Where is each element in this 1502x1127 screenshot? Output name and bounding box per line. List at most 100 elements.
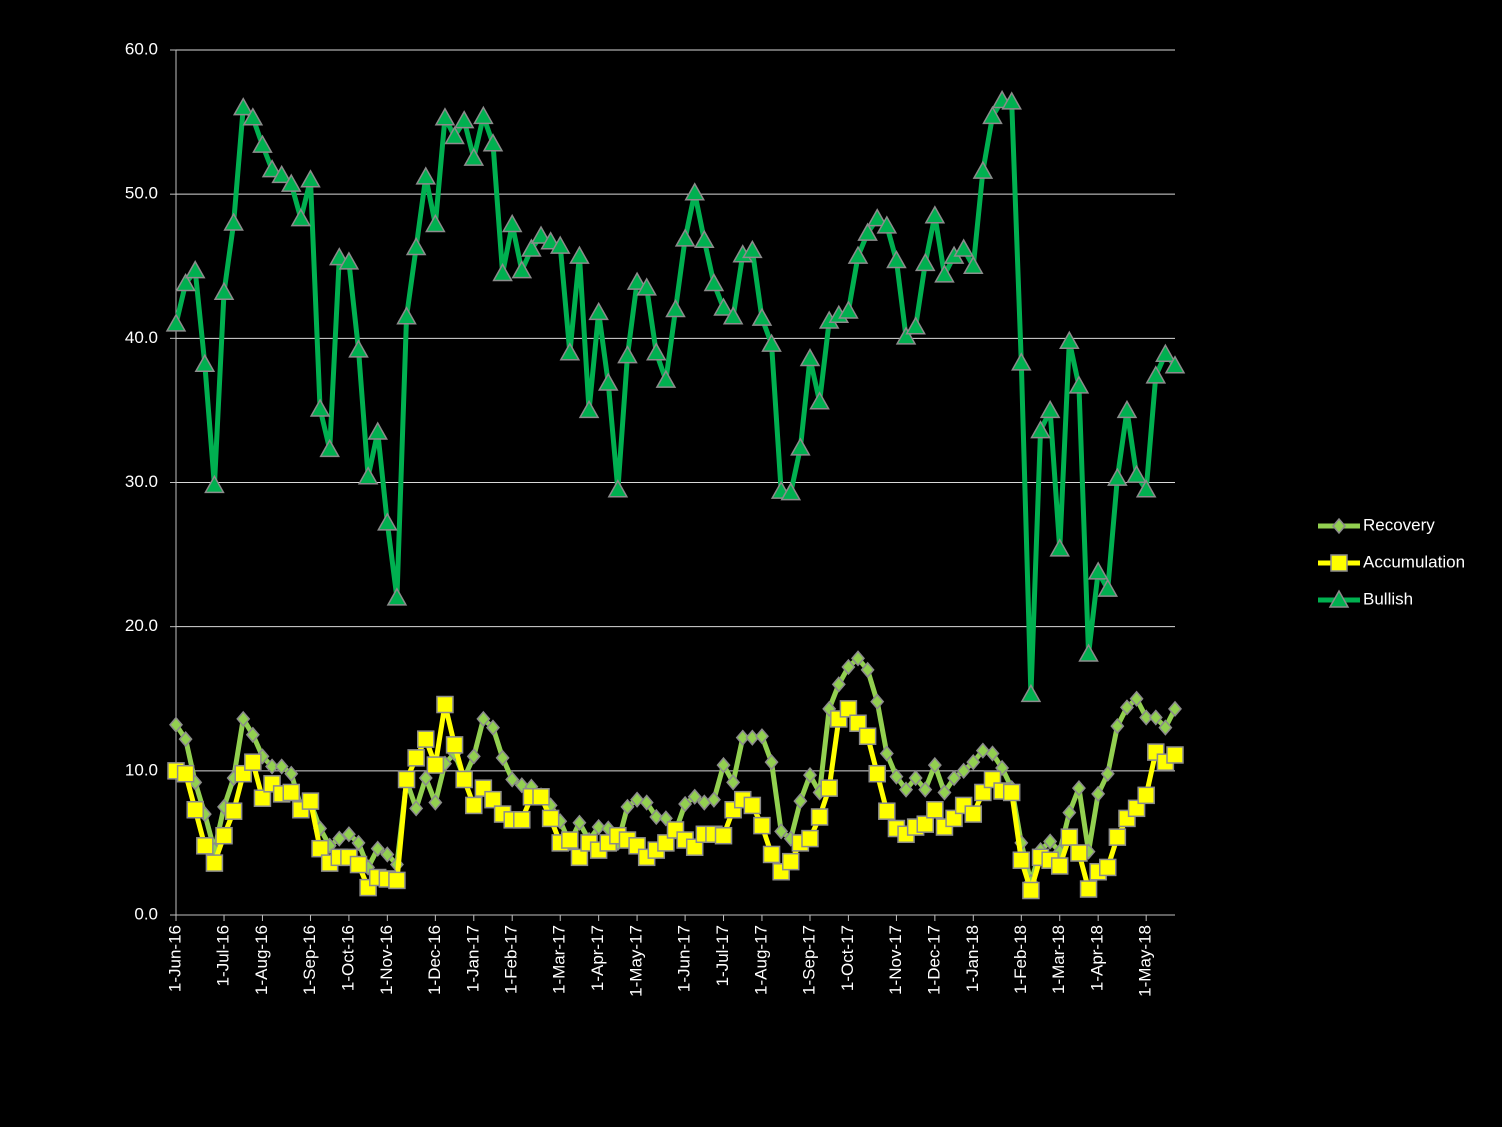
marker [916, 815, 934, 833]
marker [820, 779, 838, 797]
marker [974, 783, 992, 802]
marker [655, 369, 677, 388]
marker [849, 714, 867, 733]
marker [1091, 785, 1106, 803]
marker [253, 789, 272, 807]
marker [473, 105, 494, 125]
y-tick-label: 30.0 [125, 472, 158, 491]
marker [982, 105, 1003, 125]
marker [396, 306, 417, 325]
marker [505, 771, 520, 788]
marker [236, 710, 251, 728]
marker [186, 801, 204, 819]
marker [1127, 799, 1146, 818]
marker [261, 159, 283, 178]
marker [782, 852, 800, 871]
x-tick-label: 1-Dec-17 [924, 925, 943, 995]
x-tick-label: 1-May-17 [627, 925, 646, 997]
y-tick-label: 10.0 [125, 760, 158, 779]
marker [722, 306, 744, 325]
marker [649, 808, 664, 826]
marker [1139, 709, 1154, 726]
marker [444, 125, 465, 145]
x-tick-label: 1-Nov-16 [377, 925, 396, 995]
marker [860, 661, 875, 679]
marker [319, 438, 340, 458]
marker [1011, 352, 1032, 371]
marker [926, 801, 944, 819]
legend-marker [1332, 517, 1346, 535]
marker [858, 727, 877, 745]
marker [513, 811, 531, 829]
marker [290, 208, 312, 227]
y-tick-label: 40.0 [125, 328, 158, 347]
marker [657, 834, 675, 852]
marker [271, 164, 292, 184]
marker [1110, 717, 1125, 735]
marker [895, 326, 917, 345]
marker [764, 754, 779, 771]
marker [743, 796, 762, 815]
marker [1137, 786, 1155, 805]
marker [244, 753, 262, 771]
x-tick-label: 1-Nov-17 [886, 925, 905, 995]
marker [1107, 467, 1128, 486]
marker [338, 251, 360, 270]
marker [388, 871, 406, 890]
marker [703, 273, 725, 292]
x-tick-label: 1-Jul-16 [214, 925, 233, 986]
y-tick-label: 20.0 [125, 616, 158, 635]
marker [380, 846, 395, 863]
marker [626, 271, 648, 290]
marker [857, 222, 878, 241]
marker [966, 754, 981, 771]
marker [1155, 343, 1176, 362]
marker [1012, 851, 1031, 869]
marker [301, 792, 320, 810]
marker [418, 769, 433, 787]
marker [165, 313, 187, 332]
marker [284, 765, 299, 782]
marker [1158, 719, 1173, 736]
marker [377, 512, 398, 531]
marker [204, 474, 225, 494]
marker [453, 110, 475, 129]
marker [311, 839, 329, 858]
marker [591, 818, 606, 836]
x-tick-label: 1-Aug-16 [252, 925, 271, 995]
marker [578, 399, 600, 419]
marker [908, 769, 923, 787]
marker [1116, 399, 1138, 419]
marker [1022, 881, 1040, 900]
marker [205, 854, 224, 872]
marker [620, 798, 635, 816]
marker [685, 838, 704, 856]
marker [1050, 857, 1069, 875]
x-tick-label: 1-Jun-17 [675, 925, 694, 992]
marker [1002, 783, 1021, 802]
marker [530, 225, 552, 244]
marker [937, 784, 952, 801]
marker [486, 719, 500, 736]
marker [357, 466, 379, 485]
marker [445, 736, 464, 754]
marker [1071, 779, 1086, 797]
x-tick-label: 1-May-18 [1136, 925, 1155, 997]
marker [1068, 375, 1090, 394]
marker [851, 650, 865, 667]
marker [801, 829, 819, 848]
marker [184, 260, 206, 279]
marker [726, 774, 741, 791]
marker [879, 745, 894, 762]
marker [790, 437, 811, 456]
marker [947, 769, 962, 787]
x-tick-label: 1-Jan-18 [963, 925, 982, 992]
marker [735, 729, 750, 746]
marker [886, 249, 907, 269]
marker [476, 710, 491, 728]
marker [1168, 700, 1182, 717]
marker [1119, 699, 1134, 716]
marker [1020, 683, 1042, 703]
marker [223, 212, 244, 231]
